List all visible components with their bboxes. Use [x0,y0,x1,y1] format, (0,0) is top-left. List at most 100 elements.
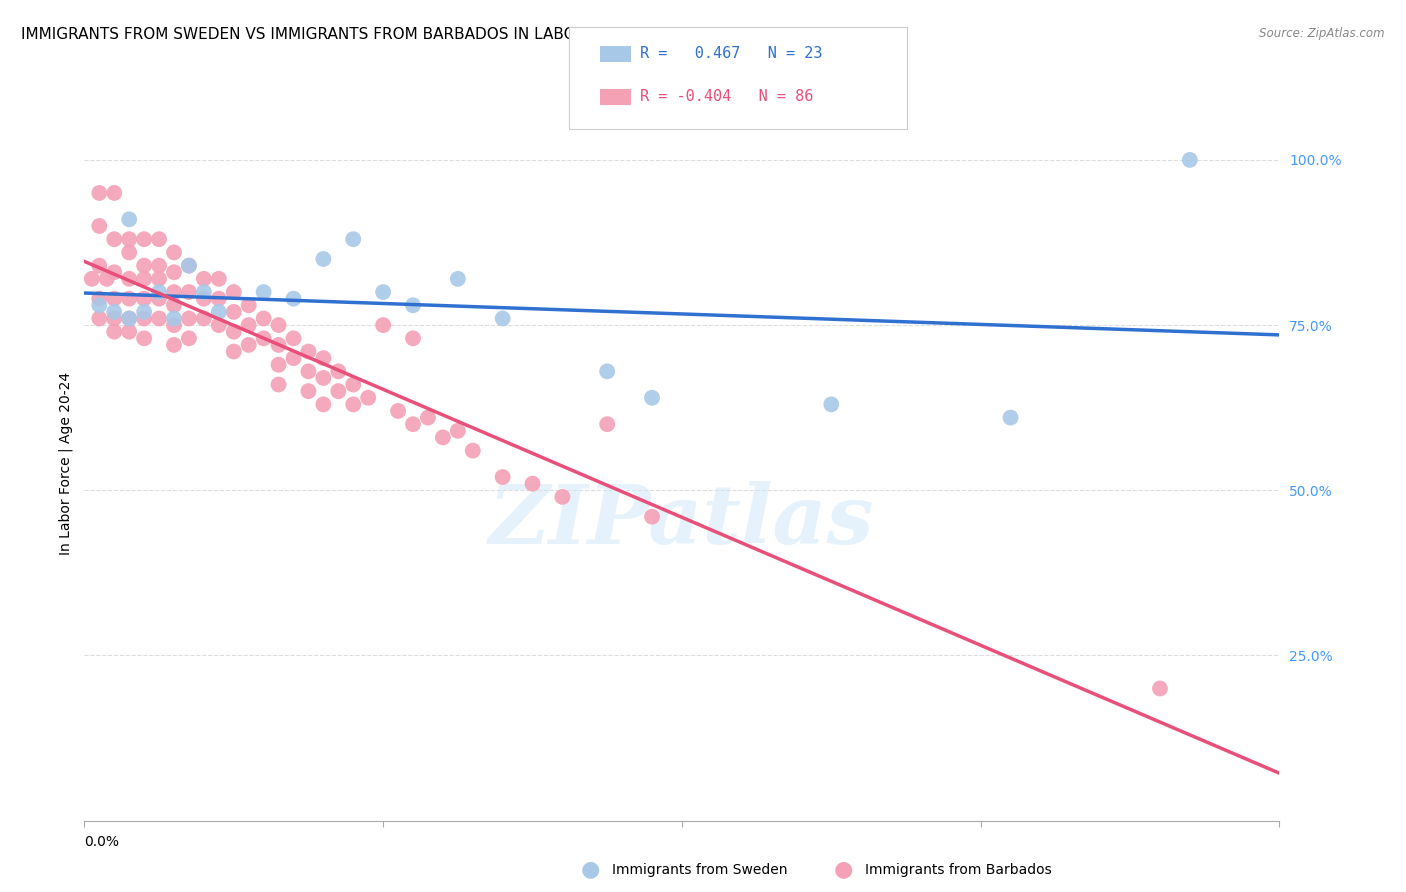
Point [371,318,394,332]
Text: 0.0%: 0.0% [84,835,120,849]
Point [1000,410,1022,425]
Point [177,331,200,345]
Point [328,384,350,399]
Text: ●: ● [581,860,600,880]
Point [312,371,335,385]
Point [283,351,305,365]
Point [148,311,170,326]
Point [267,377,290,392]
Point [447,424,470,438]
Point [193,311,215,326]
Point [148,232,170,246]
Point [132,311,156,326]
Point [522,476,544,491]
Point [238,338,260,352]
Point [328,364,350,378]
Point [177,311,200,326]
Point [132,305,156,319]
Point [312,252,335,266]
Point [103,305,125,319]
Point [1178,153,1201,167]
Point [253,285,276,299]
Point [432,430,454,444]
Point [103,265,125,279]
Point [148,292,170,306]
Point [208,318,231,332]
Point [267,358,290,372]
Point [447,272,470,286]
Point [103,292,125,306]
Point [103,311,125,326]
Point [371,285,394,299]
Point [177,285,200,299]
Point [297,384,319,399]
Point [89,186,111,200]
Point [551,490,574,504]
Point [193,272,215,286]
Point [283,292,305,306]
Point [132,292,156,306]
Point [416,410,439,425]
Point [132,259,156,273]
Point [118,311,141,326]
Point [89,259,111,273]
Point [208,272,231,286]
Point [222,305,245,319]
Point [177,259,200,273]
Point [208,305,231,319]
Text: ●: ● [834,860,853,880]
Point [253,311,276,326]
Point [342,377,364,392]
Point [342,232,364,246]
Point [641,391,664,405]
Point [118,325,141,339]
Point [402,417,425,432]
Point [312,397,335,411]
Point [193,285,215,299]
Point [163,265,186,279]
Point [222,344,245,359]
Point [89,311,111,326]
Point [89,292,111,306]
Point [89,298,111,312]
Point [148,285,170,299]
Point [641,509,664,524]
Point [163,285,186,299]
Point [461,443,484,458]
Point [253,331,276,345]
Point [163,318,186,332]
Point [96,272,118,286]
Point [820,397,842,411]
Text: R = -0.404   N = 86: R = -0.404 N = 86 [640,89,813,103]
Point [132,272,156,286]
Point [492,470,515,484]
Point [118,232,141,246]
Point [118,245,141,260]
Point [596,364,619,378]
Point [118,311,141,326]
Point [103,232,125,246]
Point [148,272,170,286]
Text: Source: ZipAtlas.com: Source: ZipAtlas.com [1260,27,1385,40]
Point [238,298,260,312]
Point [163,311,186,326]
Text: Immigrants from Sweden: Immigrants from Sweden [612,863,787,877]
Point [222,325,245,339]
Point [402,331,425,345]
Point [208,292,231,306]
Point [238,318,260,332]
Text: ZIPatlas: ZIPatlas [489,481,875,561]
Point [596,417,619,432]
Point [342,397,364,411]
Point [492,311,515,326]
Point [163,338,186,352]
Point [118,292,141,306]
Point [177,259,200,273]
Point [297,344,319,359]
Point [267,338,290,352]
Point [132,331,156,345]
Point [402,298,425,312]
Point [297,364,319,378]
Point [193,292,215,306]
Point [80,272,103,286]
